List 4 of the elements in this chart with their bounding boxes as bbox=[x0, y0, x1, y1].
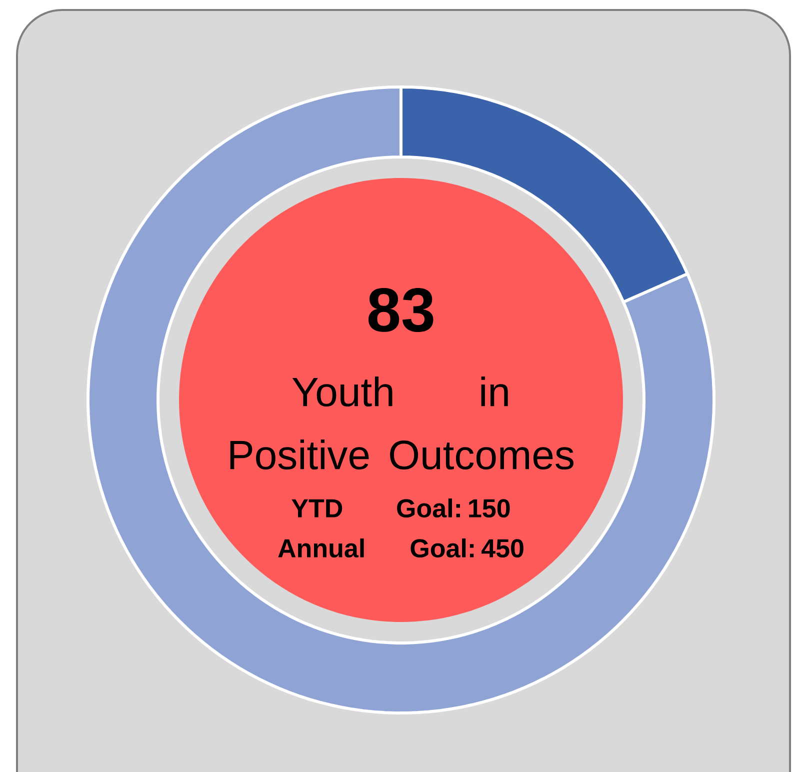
text: 83 bbox=[368, 288, 434, 332]
text: Youth in Positive Outcomes bbox=[230, 376, 574, 470]
text: YTD Goal: 150 bbox=[292, 498, 510, 518]
text: Annual Goal: 450 bbox=[278, 538, 524, 558]
